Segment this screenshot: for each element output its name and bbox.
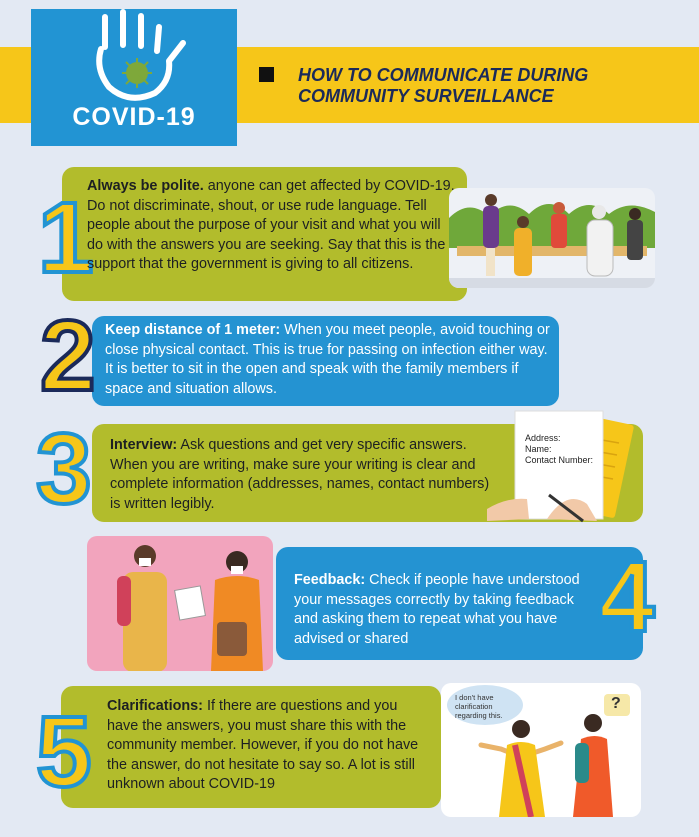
tip-1-heading: Always be polite. — [87, 178, 204, 194]
tip-4-box — [276, 547, 643, 660]
tip-2-heading: Keep distance of 1 meter: — [105, 322, 281, 338]
tip-1-box — [62, 167, 467, 301]
covid-badge-label: COVID-19 — [72, 103, 196, 131]
tip-3-number: 3 — [34, 413, 94, 525]
tip-5-heading: Clarifications: — [107, 698, 203, 714]
tip-5-box — [61, 686, 441, 808]
form-field-name: Name: — [525, 444, 552, 454]
tip-1-illustration — [449, 188, 655, 288]
tip-5-illustration: I don't have clarification regarding thi… — [441, 683, 641, 817]
villager-figures — [483, 194, 643, 277]
tip-2-number: 2 — [38, 300, 98, 412]
question-mark-icon: ? — [611, 695, 621, 712]
tip-4-text: Feedback: Check if people have understoo… — [294, 571, 599, 649]
tip-1-body: anyone can get affected by COVID-19. Do … — [87, 178, 455, 272]
tip-3-body: Ask questions and get very specific answ… — [110, 437, 490, 512]
tip-2-box — [92, 316, 559, 406]
tip-5-number: 5 — [34, 696, 94, 808]
speech-bubble-text: I don't have clarification regarding thi… — [455, 693, 503, 720]
tip-4-number: 4 — [597, 541, 657, 653]
tip-1-text: Always be polite. anyone can get affecte… — [87, 177, 459, 275]
page-title-line2: COMMUNITY SURVEILLANCE — [298, 86, 554, 106]
tip-3-heading: Interview: — [110, 437, 178, 453]
clipboard-illustration: Address: Name: Contact Number: — [487, 409, 637, 524]
tip-3-text: Interview: Ask questions and get very sp… — [110, 436, 502, 514]
tip-4-heading: Feedback: — [294, 572, 366, 588]
page-title: HOW TO COMMUNICATE DURING COMMUNITY SURV… — [298, 65, 678, 107]
tip-1-number: 1 — [36, 182, 96, 294]
tip-4-body: Check if people have understood your mes… — [294, 572, 580, 647]
covid-badge — [31, 9, 237, 146]
form-field-address: Address: — [525, 433, 561, 443]
tip-5-body: If there are questions and you have the … — [107, 698, 419, 792]
tip-2-text: Keep distance of 1 meter: When you meet … — [105, 321, 553, 399]
tip-4-illustration — [87, 536, 273, 671]
tip-2-body: When you meet people, avoid touching or … — [105, 322, 550, 397]
hand-virus-icon — [96, 9, 186, 101]
form-field-contact: Contact Number: — [525, 455, 594, 465]
page-title-line1: HOW TO COMMUNICATE DURING — [298, 65, 589, 85]
title-bullet — [259, 67, 274, 82]
tip-5-text: Clarifications: If there are questions a… — [107, 697, 427, 795]
